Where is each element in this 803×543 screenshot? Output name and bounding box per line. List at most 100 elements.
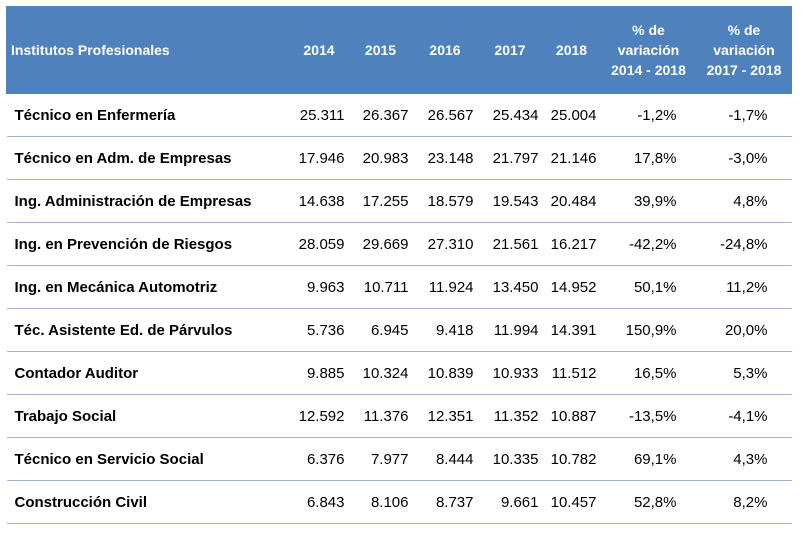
cell-pct-2014-2018: 39,9% bbox=[600, 179, 697, 223]
cell-pct-2017-2018: 20,0% bbox=[696, 308, 792, 352]
cell-pct-2014-2018: 52,8% bbox=[600, 480, 697, 524]
row-label: Trabajo Social bbox=[6, 394, 290, 438]
table-row: Técnico en Enfermería 25.311 26.367 26.567 2… bbox=[6, 93, 792, 137]
row-label: Ing. en Mecánica Automotriz bbox=[6, 265, 290, 309]
cell-year-2018: 25.004 bbox=[542, 93, 601, 137]
cell-year-2016: 27.310 bbox=[412, 222, 478, 266]
cell-year-2014: 12.592 bbox=[289, 394, 349, 438]
cell-year-2015: 7.977 bbox=[348, 437, 413, 481]
table-body: Técnico en Enfermería 25.311 26.367 26.567 2… bbox=[6, 93, 792, 524]
cell-year-2016: 12.351 bbox=[412, 394, 478, 438]
cell-year-2014: 9.963 bbox=[289, 265, 349, 309]
cell-year-2014: 25.311 bbox=[289, 93, 349, 137]
table-row: Trabajo Social 12.592 11.376 12.351 11.352 10… bbox=[6, 394, 792, 438]
row-label: Técnico en Adm. de Empresas bbox=[6, 136, 290, 180]
cell-pct-2014-2018: 17,8% bbox=[600, 136, 697, 180]
row-label: Ing. en Prevención de Riesgos bbox=[6, 222, 290, 266]
header-year-2016: 2016 bbox=[412, 6, 478, 94]
cell-year-2017: 11.994 bbox=[477, 308, 543, 352]
row-label: Téc. Asistente Ed. de Párvulos bbox=[6, 308, 290, 352]
cell-year-2014: 14.638 bbox=[289, 179, 349, 223]
cell-pct-2014-2018: 50,1% bbox=[600, 265, 697, 309]
cell-pct-2014-2018: -42,2% bbox=[600, 222, 697, 266]
cell-pct-2014-2018: 69,1% bbox=[600, 437, 697, 481]
cell-year-2017: 9.661 bbox=[477, 480, 543, 524]
header-year-2015: 2015 bbox=[348, 6, 413, 94]
cell-year-2015: 17.255 bbox=[348, 179, 413, 223]
cell-year-2015: 11.376 bbox=[348, 394, 413, 438]
cell-year-2014: 9.885 bbox=[289, 351, 349, 395]
header-pct2-line3: 2017 - 2018 bbox=[706, 62, 782, 78]
cell-pct-2014-2018: -1,2% bbox=[600, 93, 697, 137]
cell-year-2016: 11.924 bbox=[412, 265, 478, 309]
cell-year-2017: 13.450 bbox=[477, 265, 543, 309]
cell-year-2018: 10.457 bbox=[542, 480, 601, 524]
table-row: Téc. Asistente Ed. de Párvulos 5.736 6.945… bbox=[6, 308, 792, 352]
cell-year-2018: 10.887 bbox=[542, 394, 601, 438]
header-pct-2014-2018: % de variación 2014 - 2018 bbox=[600, 6, 697, 94]
cell-year-2016: 23.148 bbox=[412, 136, 478, 180]
cell-pct-2017-2018: 4,8% bbox=[696, 179, 792, 223]
cell-year-2014: 5.736 bbox=[289, 308, 349, 352]
table-row: Ing. en Prevención de Riesgos 28.059 29.66… bbox=[6, 222, 792, 266]
cell-year-2017: 19.543 bbox=[477, 179, 543, 223]
row-label: Técnico en Enfermería bbox=[6, 93, 290, 137]
table-row: Contador Auditor 9.885 10.324 10.839 10.933 1… bbox=[6, 351, 792, 395]
cell-year-2015: 20.983 bbox=[348, 136, 413, 180]
header-pct1-line3: 2014 - 2018 bbox=[611, 62, 686, 78]
table-row: Ing. en Mecánica Automotriz 9.963 10.711 11… bbox=[6, 265, 792, 309]
cell-pct-2017-2018: 11,2% bbox=[696, 265, 792, 309]
cell-year-2014: 6.376 bbox=[289, 437, 349, 481]
cell-year-2016: 10.839 bbox=[412, 351, 478, 395]
cell-year-2017: 25.434 bbox=[477, 93, 543, 137]
table-row: Construcción Civil 6.843 8.106 8.737 9.661 10… bbox=[6, 480, 792, 524]
cell-year-2018: 14.952 bbox=[542, 265, 601, 309]
header-year-2017: 2017 bbox=[477, 6, 543, 94]
cell-pct-2017-2018: 8,2% bbox=[696, 480, 792, 524]
header-pct1-line1: % de bbox=[632, 22, 665, 38]
cell-year-2015: 8.106 bbox=[348, 480, 413, 524]
header-pct1-line2: variación bbox=[617, 42, 680, 58]
cell-year-2014: 6.843 bbox=[289, 480, 349, 524]
cell-year-2014: 28.059 bbox=[289, 222, 349, 266]
cell-year-2018: 21.146 bbox=[542, 136, 601, 180]
cell-pct-2017-2018: -3,0% bbox=[696, 136, 792, 180]
row-label: Construcción Civil bbox=[6, 480, 290, 524]
row-label: Ing. Administración de Empresas bbox=[6, 179, 290, 223]
header-year-2014: 2014 bbox=[289, 6, 349, 94]
cell-year-2018: 10.782 bbox=[542, 437, 601, 481]
cell-year-2015: 6.945 bbox=[348, 308, 413, 352]
row-label: Técnico en Servicio Social bbox=[6, 437, 290, 481]
cell-year-2017: 10.933 bbox=[477, 351, 543, 395]
cell-year-2016: 8.737 bbox=[412, 480, 478, 524]
table-header-row: Institutos Profesionales 2014 2015 2016 … bbox=[6, 6, 792, 94]
header-pct-2017-2018: % de variación 2017 - 2018 bbox=[696, 6, 792, 94]
cell-year-2016: 8.444 bbox=[412, 437, 478, 481]
cell-year-2015: 10.711 bbox=[348, 265, 413, 309]
cell-year-2018: 14.391 bbox=[542, 308, 601, 352]
header-year-2018: 2018 bbox=[542, 6, 601, 94]
cell-pct-2017-2018: 5,3% bbox=[696, 351, 792, 395]
table-row: Técnico en Adm. de Empresas 17.946 20.983 2… bbox=[6, 136, 792, 180]
cell-pct-2017-2018: -24,8% bbox=[696, 222, 792, 266]
cell-year-2015: 29.669 bbox=[348, 222, 413, 266]
table-row: Técnico en Servicio Social 6.376 7.977 8.44… bbox=[6, 437, 792, 481]
cell-year-2016: 26.567 bbox=[412, 93, 478, 137]
cell-year-2014: 17.946 bbox=[289, 136, 349, 180]
header-pct2-line2: variación bbox=[713, 42, 775, 58]
cell-year-2017: 10.335 bbox=[477, 437, 543, 481]
cell-pct-2014-2018: 16,5% bbox=[600, 351, 697, 395]
row-label: Contador Auditor bbox=[6, 351, 290, 395]
cell-year-2016: 18.579 bbox=[412, 179, 478, 223]
cell-year-2018: 20.484 bbox=[542, 179, 601, 223]
cell-pct-2017-2018: -1,7% bbox=[696, 93, 792, 137]
cell-year-2016: 9.418 bbox=[412, 308, 478, 352]
cell-pct-2017-2018: -4,1% bbox=[696, 394, 792, 438]
cell-pct-2014-2018: -13,5% bbox=[600, 394, 697, 438]
cell-year-2015: 10.324 bbox=[348, 351, 413, 395]
header-institutos: Institutos Profesionales bbox=[6, 6, 290, 94]
cell-year-2018: 11.512 bbox=[542, 351, 601, 395]
cell-year-2017: 11.352 bbox=[477, 394, 543, 438]
table-row: Ing. Administración de Empresas 14.638 17.… bbox=[6, 179, 792, 223]
header-pct2-line1: % de bbox=[727, 22, 761, 38]
